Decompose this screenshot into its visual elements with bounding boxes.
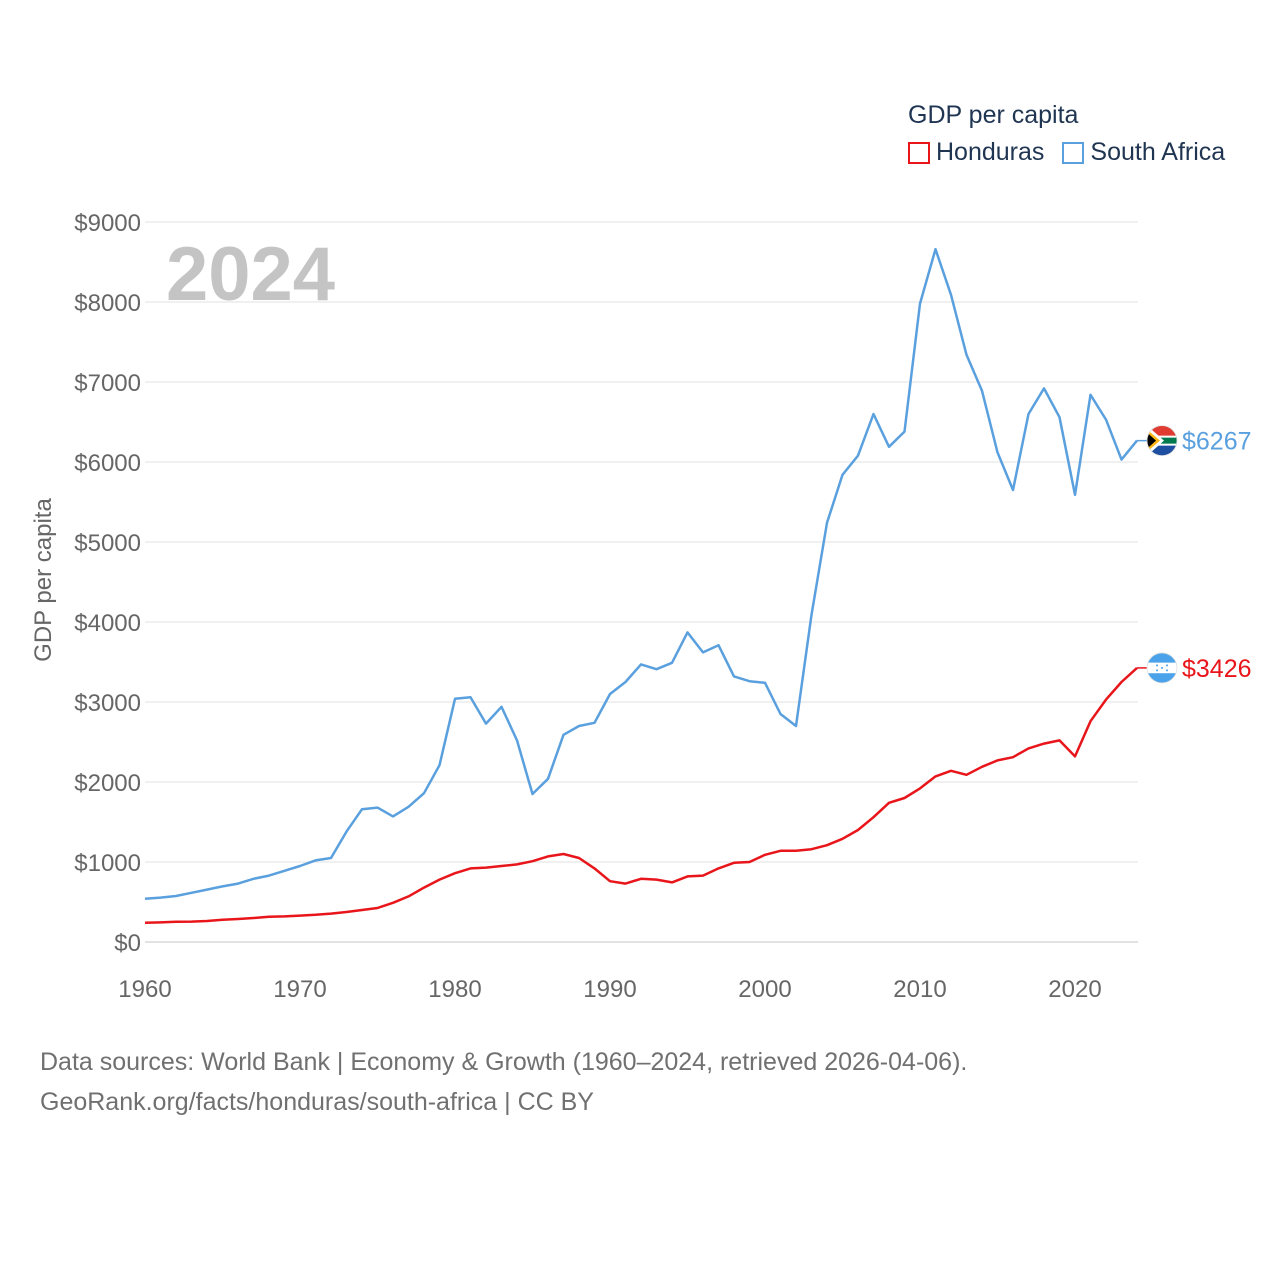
footer-sources: Data sources: World Bank | Economy & Gro… [40, 1048, 968, 1076]
y-tick-label: $6000 [74, 450, 141, 477]
y-tick-label: $9000 [74, 210, 141, 237]
x-tick-label: 1970 [273, 976, 326, 1003]
x-tick-label: 1990 [583, 976, 636, 1003]
x-tick-label: 1960 [118, 976, 171, 1003]
flag-south-africa-icon [1146, 425, 1178, 457]
y-axis-ticks: $0 $1000 $2000 $3000 $4000 $5000 $6000 $7000 $80… [74, 210, 141, 957]
y-tick-label: $2000 [74, 770, 141, 797]
end-markers: $3426 $6267 [1137, 425, 1252, 684]
legend-title: GDP per capita [908, 101, 1079, 129]
legend-label-honduras: Honduras [936, 138, 1045, 166]
x-tick-label: 2000 [738, 976, 791, 1003]
end-value-label-honduras: $3426 [1182, 655, 1252, 683]
y-tick-label: $5000 [74, 530, 141, 557]
footer: Data sources: World Bank | Economy & Gro… [40, 1042, 967, 1122]
x-axis-ticks: 1960 1970 1980 1990 2000 2010 2020 [118, 976, 1101, 1003]
flag-honduras-icon [1146, 652, 1178, 684]
series-line-honduras[interactable] [144, 666, 1138, 925]
legend-swatch-south-africa [1062, 141, 1085, 164]
y-tick-label: $1000 [74, 850, 141, 877]
y-tick-label: $7000 [74, 370, 141, 397]
footer-link[interactable]: GeoRank.org/facts/honduras/south-africa … [40, 1088, 594, 1116]
y-tick-label: $0 [114, 930, 141, 957]
y-tick-label: $3000 [74, 690, 141, 717]
series-lines [144, 247, 1138, 925]
y-tick-label: $8000 [74, 290, 141, 317]
x-tick-label: 1980 [428, 976, 481, 1003]
legend-item-honduras[interactable]: Honduras [908, 138, 1044, 167]
legend-label-south-africa: South Africa [1090, 138, 1226, 166]
y-tick-label: $4000 [74, 610, 141, 637]
gridlines [145, 221, 1138, 943]
series-line-south-africa[interactable] [144, 247, 1138, 901]
x-tick-label: 2010 [893, 976, 946, 1003]
legend-items: Honduras South Africa [908, 138, 1243, 167]
legend-swatch-honduras [908, 141, 930, 164]
y-axis-label: GDP per capita [30, 498, 57, 662]
year-label: 2024 [166, 232, 335, 317]
legend: GDP per capita Honduras South Africa [908, 98, 1243, 167]
x-tick-label: 2020 [1048, 976, 1101, 1003]
end-value-label-south-africa: $6267 [1182, 428, 1252, 456]
legend-item-south-africa[interactable]: South Africa [1062, 138, 1225, 167]
